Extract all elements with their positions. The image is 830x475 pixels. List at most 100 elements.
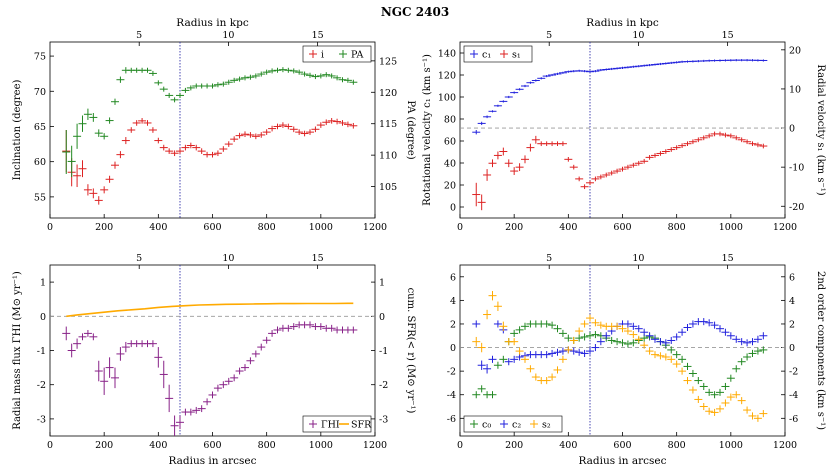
y2-axis-label: PA (degree): [405, 100, 416, 159]
y2-tick-label: 120: [379, 88, 397, 99]
y-tick-label: -2: [37, 380, 46, 391]
y2-tick-label: 2: [789, 319, 795, 330]
y-tick-label: 0: [450, 203, 456, 214]
series-SFR: [66, 302, 354, 318]
x-tick-label: 600: [613, 222, 631, 233]
y2-tick-label: -2: [379, 380, 388, 391]
legend-frame: [463, 415, 563, 433]
y-tick-label: -3: [37, 414, 46, 425]
y-tick-label: 0: [40, 312, 46, 323]
x-tick-label: 800: [668, 440, 686, 451]
series-i: [62, 118, 358, 205]
legend-label: c₁: [482, 50, 491, 61]
panel-p1: 0 200 400 600 800 1000 1200 5 10 15 55 60 65 70 75 105 1…: [12, 17, 416, 233]
y2-tick-label: -1: [379, 346, 388, 357]
x-tick-label: 600: [613, 440, 631, 451]
top-tick-label: 5: [546, 253, 552, 264]
y-tick-label: -2: [447, 367, 456, 378]
x-tick-label: 200: [95, 222, 113, 233]
x-tick-label: 0: [457, 222, 463, 233]
legend-frame: [302, 415, 372, 433]
x-tick-label: 800: [258, 222, 276, 233]
x-tick-label: 800: [258, 440, 276, 451]
y-tick-label: 0: [450, 343, 456, 354]
legend-label: SFR: [351, 420, 372, 431]
top-axis-label: Radius in kpc: [586, 17, 659, 29]
legend-label: s₂: [542, 420, 551, 431]
series-c0: [472, 320, 768, 399]
y-tick-label: 20: [444, 181, 456, 192]
legend-label: s₁: [512, 50, 521, 61]
y2-tick-label: 0: [379, 312, 385, 323]
series-line: [66, 302, 354, 318]
series-GammaHI: [62, 321, 358, 436]
y2-tick-label: 1: [379, 278, 385, 289]
y2-tick-label: -2: [789, 367, 798, 378]
y2-axis-label: 2nd order components (km s⁻¹): [815, 271, 826, 430]
y-tick-label: 55: [34, 192, 46, 203]
top-tick-label: 10: [222, 253, 234, 264]
x-tick-label: 1200: [773, 222, 797, 233]
x-tick-label: 1000: [309, 440, 333, 451]
x-tick-label: 200: [505, 222, 523, 233]
legend-label: ΓHI: [321, 420, 340, 431]
top-tick-label: 15: [312, 30, 324, 41]
top-tick-label: 10: [632, 253, 644, 264]
series-s1: [472, 131, 768, 211]
y-tick-label: 60: [444, 137, 456, 148]
x-tick-label: 400: [559, 222, 577, 233]
y2-axis-label: Radial velocity s₁ (km s⁻¹): [815, 64, 826, 195]
y-tick-label: 65: [34, 122, 46, 133]
y-tick-label: 100: [438, 93, 456, 104]
x-tick-label: 200: [505, 440, 523, 451]
y-tick-label: 4: [450, 296, 456, 307]
series-s2: [472, 290, 768, 422]
x-tick-label: 400: [559, 440, 577, 451]
y-tick-label: -4: [447, 390, 456, 401]
y2-tick-label: -10: [789, 163, 804, 174]
y-tick-label: 70: [34, 87, 46, 98]
y2-tick-label: 105: [379, 182, 397, 193]
x-tick-label: 0: [47, 222, 53, 233]
x-tick-label: 400: [149, 440, 167, 451]
y-axis-label: Rotational velocity c₁ (km s⁻¹): [422, 54, 433, 206]
x-tick-label: 1200: [363, 222, 387, 233]
x-tick-label: 1200: [773, 440, 797, 451]
x-tick-label: 1000: [719, 222, 743, 233]
y2-tick-label: 0: [789, 343, 795, 354]
series-PA: [62, 67, 358, 178]
legend-label: PA: [351, 50, 364, 61]
y2-tick-label: 4: [789, 296, 795, 307]
x-tick-label: 600: [203, 440, 221, 451]
plot-frame: [49, 264, 376, 437]
x-tick-label: 1000: [309, 222, 333, 233]
legend-frame: [302, 45, 372, 63]
top-tick-label: 5: [136, 253, 142, 264]
y-tick-label: -1: [37, 346, 46, 357]
x-tick-label: 1000: [719, 440, 743, 451]
y2-tick-label: -4: [789, 390, 798, 401]
y-axis-label: Radial mass flux ΓHI (M⊙ yr⁻¹): [12, 271, 23, 430]
x-tick-label: 200: [95, 440, 113, 451]
y-tick-label: 6: [450, 272, 456, 283]
y2-tick-label: 20: [789, 45, 801, 56]
y-tick-label: 1: [40, 278, 46, 289]
legend: i PA: [302, 45, 372, 63]
top-tick-label: 15: [722, 30, 734, 41]
legend: c₁ s₁: [463, 45, 533, 63]
y2-tick-label: 125: [379, 56, 397, 67]
x-tick-label: 0: [47, 440, 53, 451]
y-tick-label: 40: [444, 159, 456, 170]
x-tick-label: 600: [203, 222, 221, 233]
top-axis-label: Radius in kpc: [176, 17, 249, 29]
y-tick-label: 140: [438, 49, 456, 60]
y2-tick-label: 10: [789, 84, 801, 95]
y2-tick-label: 115: [379, 119, 397, 130]
y-axis-label: Inclination (degree): [12, 80, 23, 181]
figure-title: NGC 2403: [381, 5, 449, 19]
y2-tick-label: 110: [379, 151, 397, 162]
top-tick-label: 5: [136, 30, 142, 41]
